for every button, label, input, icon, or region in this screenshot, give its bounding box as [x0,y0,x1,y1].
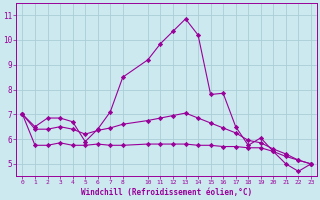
X-axis label: Windchill (Refroidissement éolien,°C): Windchill (Refroidissement éolien,°C) [81,188,252,197]
